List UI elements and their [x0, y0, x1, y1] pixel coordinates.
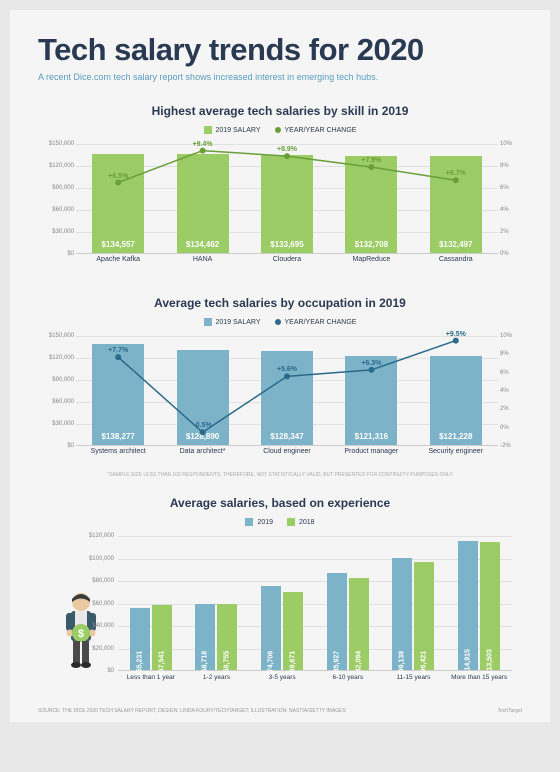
bar: $128,890 [177, 350, 229, 445]
x-label: More than 15 years [451, 674, 507, 681]
brand-text: TechTarget [498, 708, 522, 714]
x-label: 11-15 years [385, 674, 441, 681]
chart2-legend-bar: 2019 SALARY [216, 319, 261, 326]
chart3-legend-a: 2019 [257, 519, 273, 526]
bar: $74,706 [261, 586, 281, 670]
x-label: Security engineer [426, 448, 486, 455]
chart2-footnote: *SAMPLE SIZE LESS THAN 100 RESPONDENTS; … [38, 472, 522, 478]
x-label: Apache Kafka [88, 256, 148, 263]
x-label: Less than 1 year [123, 674, 179, 681]
chart1-legend-line: YEAR/YEAR CHANGE [285, 127, 357, 134]
source-text: SOURCE: THE DICE 2020 TECH SALARY REPORT… [38, 708, 346, 714]
x-label: Systems architect [88, 448, 148, 455]
x-label: Data architect* [173, 448, 233, 455]
chart3: $ $0$20,000$40,000$60,000$80,000$100,000… [38, 536, 522, 696]
x-label: Cloudera [257, 256, 317, 263]
page-subtitle: A recent Dice.com tech salary report sho… [38, 72, 522, 82]
bar: $138,277 [92, 344, 144, 445]
bar: $132,708 [345, 156, 397, 253]
bar: $85,927 [327, 573, 347, 670]
infographic-page: Tech salary trends for 2020 A recent Dic… [10, 10, 550, 722]
x-label: 6-10 years [320, 674, 376, 681]
bar: $133,695 [261, 155, 313, 253]
bar: $57,541 [152, 605, 172, 670]
chart2-legend-line: YEAR/YEAR CHANGE [285, 319, 357, 326]
chart2-title: Average tech salaries by occupation in 2… [38, 296, 522, 310]
chart2-legend: 2019 SALARY YEAR/YEAR CHANGE [38, 318, 522, 326]
chart1-legend: 2019 SALARY YEAR/YEAR CHANGE [38, 126, 522, 134]
bar: $55,231 [130, 608, 150, 670]
bar: $69,671 [283, 592, 303, 670]
x-label: HANA [173, 256, 233, 263]
bar: $113,503 [480, 542, 500, 670]
bar: $99,138 [392, 558, 412, 670]
chart1-legend-bar: 2019 SALARY [216, 127, 261, 134]
chart1: $0$30,000$60,000$90,000$120,000$150,000 … [38, 144, 522, 274]
bar: $58,718 [195, 604, 215, 670]
bar: $134,557 [92, 154, 144, 253]
bar: $82,094 [349, 578, 369, 670]
bar: $58,755 [217, 604, 237, 670]
bar: $121,316 [345, 356, 397, 445]
x-label: MapReduce [341, 256, 401, 263]
bar: $121,228 [430, 356, 482, 445]
bar: $134,462 [177, 154, 229, 253]
x-label: Cassandra [426, 256, 486, 263]
page-title: Tech salary trends for 2020 [38, 32, 522, 68]
x-label: 3-5 years [254, 674, 310, 681]
bar: $96,421 [414, 562, 434, 670]
x-label: Cloud engineer [257, 448, 317, 455]
chart3-legend: 2019 2018 [38, 518, 522, 526]
bar: $128,347 [261, 351, 313, 445]
chart2: $0$30,000$60,000$90,000$120,000$150,000 … [38, 336, 522, 466]
chart3-title: Average salaries, based on experience [38, 496, 522, 510]
bar: $114,915 [458, 541, 478, 670]
x-label: Product manager [341, 448, 401, 455]
chart1-title: Highest average tech salaries by skill i… [38, 104, 522, 118]
chart3-legend-b: 2018 [299, 519, 315, 526]
x-label: 1-2 years [188, 674, 244, 681]
footer: SOURCE: THE DICE 2020 TECH SALARY REPORT… [38, 704, 522, 714]
